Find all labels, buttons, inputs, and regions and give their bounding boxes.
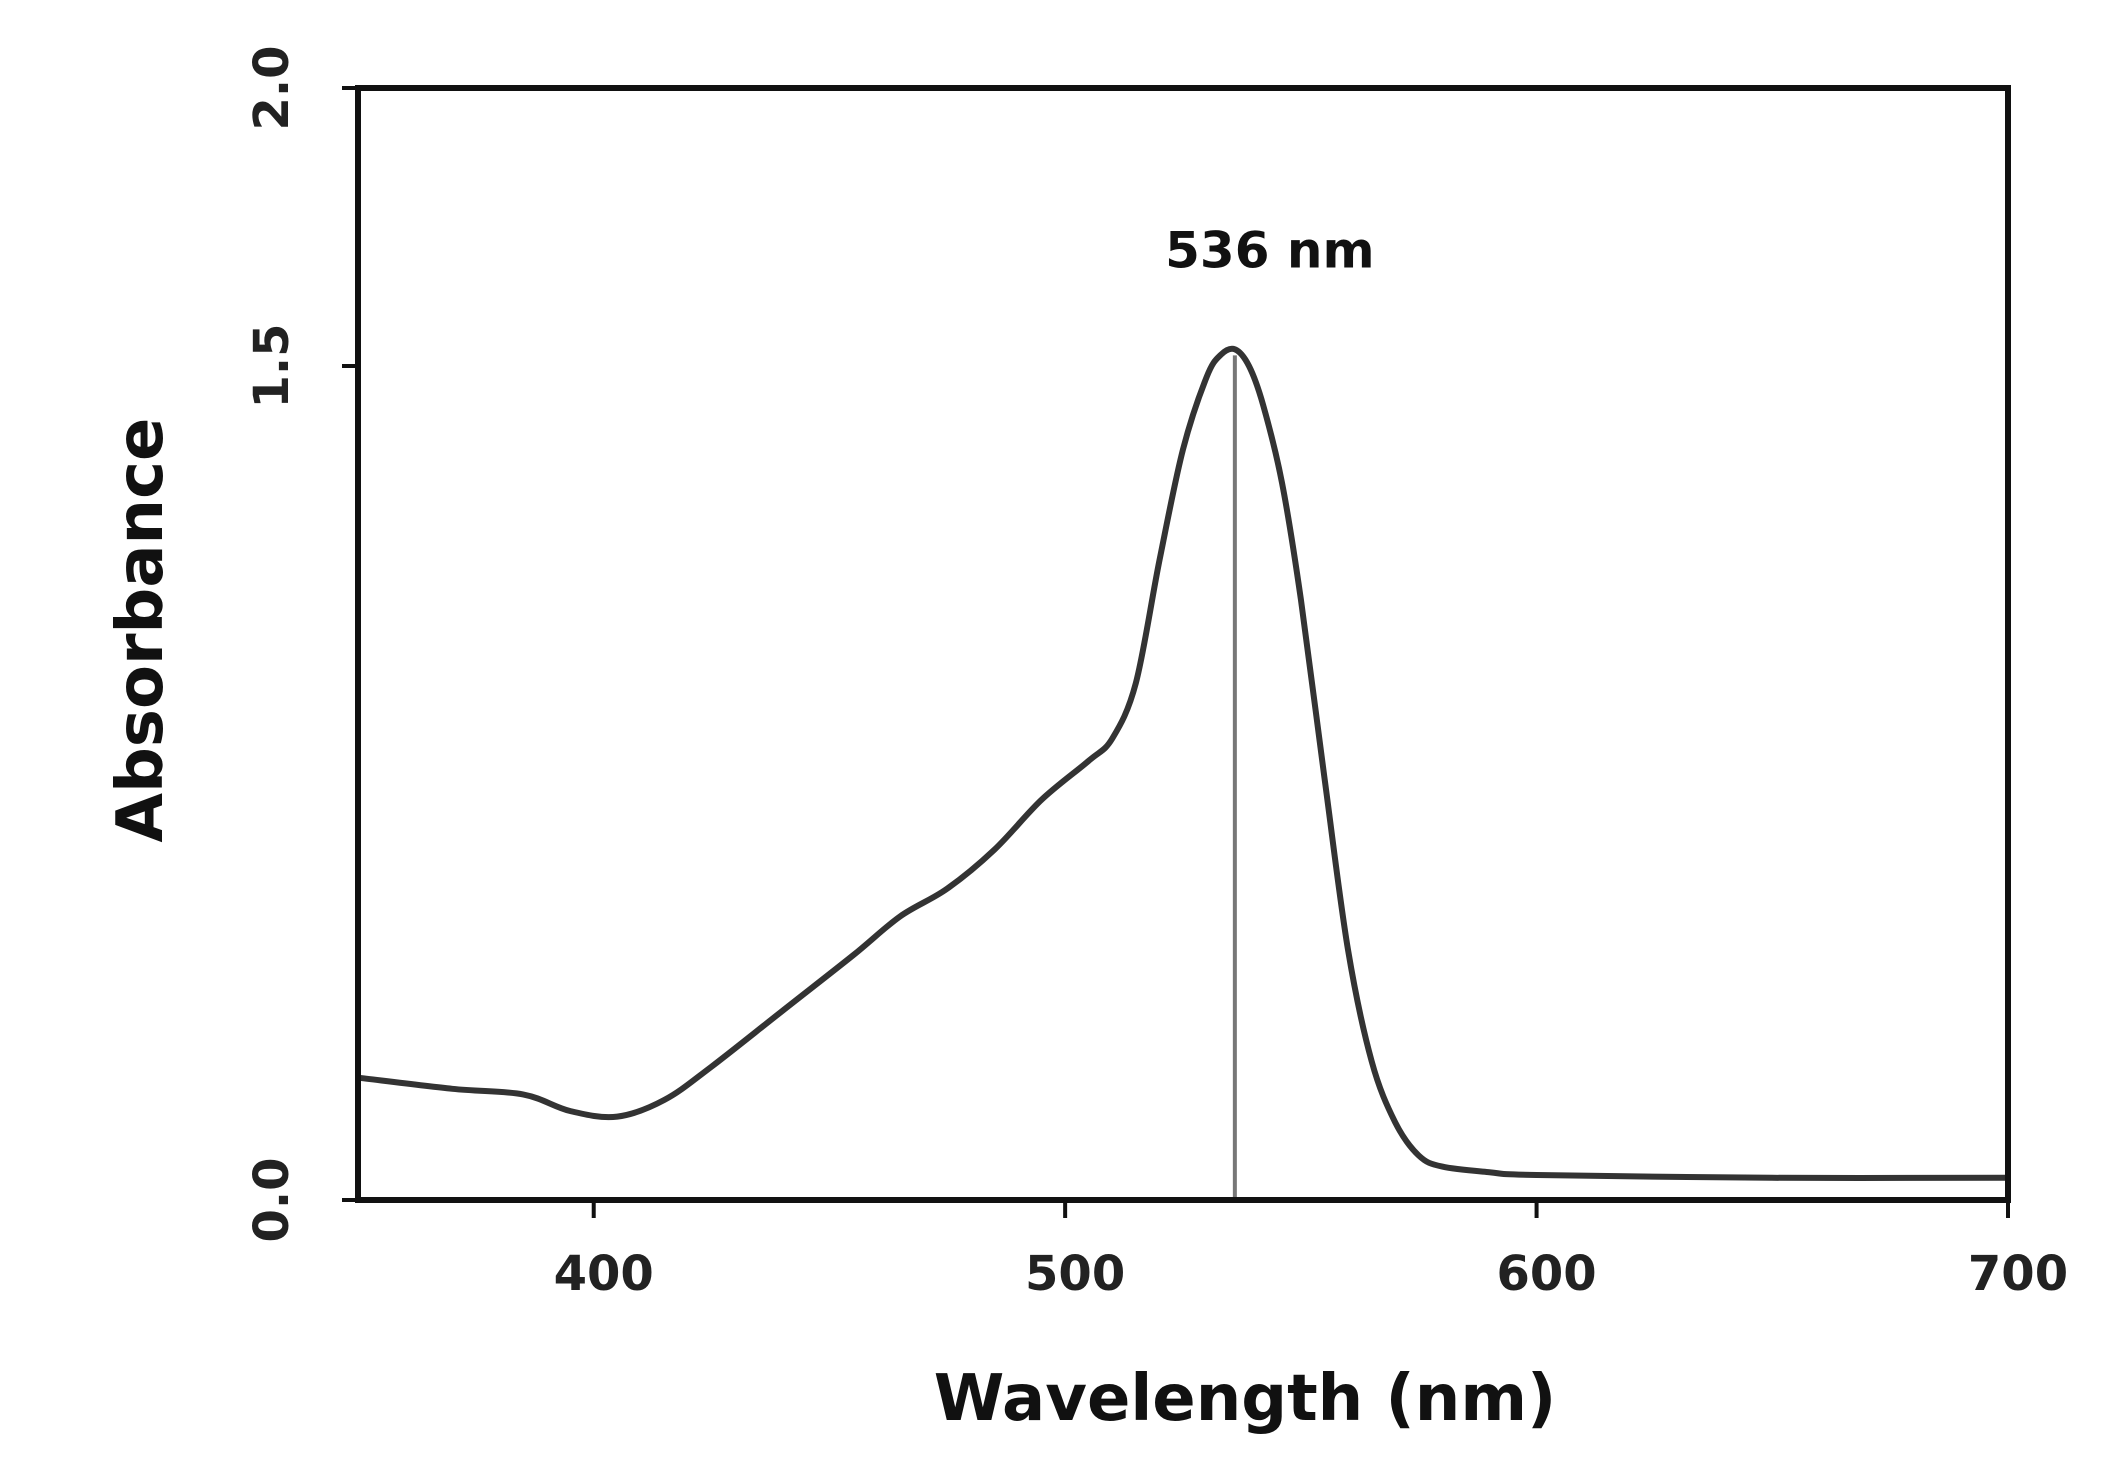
y-tick-label: 1.5 xyxy=(244,323,300,408)
x-tick-label: 500 xyxy=(1025,1246,1125,1302)
x-tick-label: 400 xyxy=(554,1246,654,1302)
series-line xyxy=(355,345,2011,1181)
peak-annotation-label: 536 nm xyxy=(1165,221,1374,279)
x-tick-label: 700 xyxy=(1968,1246,2068,1302)
x-tick-label: 600 xyxy=(1496,1246,1596,1302)
tick-labels: 400 500 600 700 0.0 1.5 2.0 xyxy=(244,45,2068,1302)
y-tick-label: 0.0 xyxy=(244,1157,300,1242)
plot-area: 536 nm xyxy=(355,221,2011,1200)
y-tick-label: 2.0 xyxy=(244,45,300,130)
x-axis-title: Wavelength (nm) xyxy=(934,1362,1557,1436)
y-axis-title: Absorbance xyxy=(104,418,178,843)
axes xyxy=(342,85,2011,1218)
plot-frame xyxy=(355,85,2011,1203)
